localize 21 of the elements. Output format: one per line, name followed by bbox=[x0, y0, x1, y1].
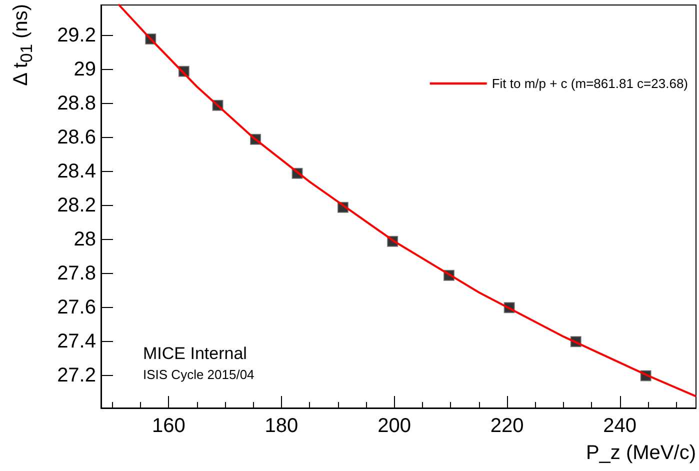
x-tick-label: 180 bbox=[264, 415, 298, 437]
x-tick-label: 160 bbox=[152, 415, 186, 437]
line-series bbox=[118, 4, 696, 398]
annotation: MICE Internal bbox=[143, 344, 247, 363]
x-tick-label: 240 bbox=[603, 415, 637, 437]
x-axis-title: P_z (MeV/c) bbox=[586, 442, 696, 464]
y-tick-label: 27.6 bbox=[57, 296, 96, 319]
y-tick-label: 28.2 bbox=[57, 194, 96, 217]
x-tick-label: 220 bbox=[490, 415, 524, 437]
annotation: ISIS Cycle 2015/04 bbox=[143, 367, 254, 382]
y-tick-label: 29.2 bbox=[57, 24, 96, 47]
y-tick-label: 27.2 bbox=[57, 364, 96, 387]
y-tick-label: 28.4 bbox=[57, 160, 96, 183]
legend-label: Fit to m/p + c (m=861.81 c=23.68) bbox=[492, 76, 688, 91]
y-tick-label: 28 bbox=[74, 228, 96, 251]
x-tick-label: 200 bbox=[378, 415, 411, 437]
y-tick-label: 27.4 bbox=[57, 330, 96, 353]
y-tick-label: 27.8 bbox=[57, 262, 96, 285]
y-tick-label: 28.8 bbox=[57, 92, 96, 115]
y-tick-label: 28.6 bbox=[57, 126, 96, 149]
y-tick-label: 29 bbox=[74, 58, 96, 81]
